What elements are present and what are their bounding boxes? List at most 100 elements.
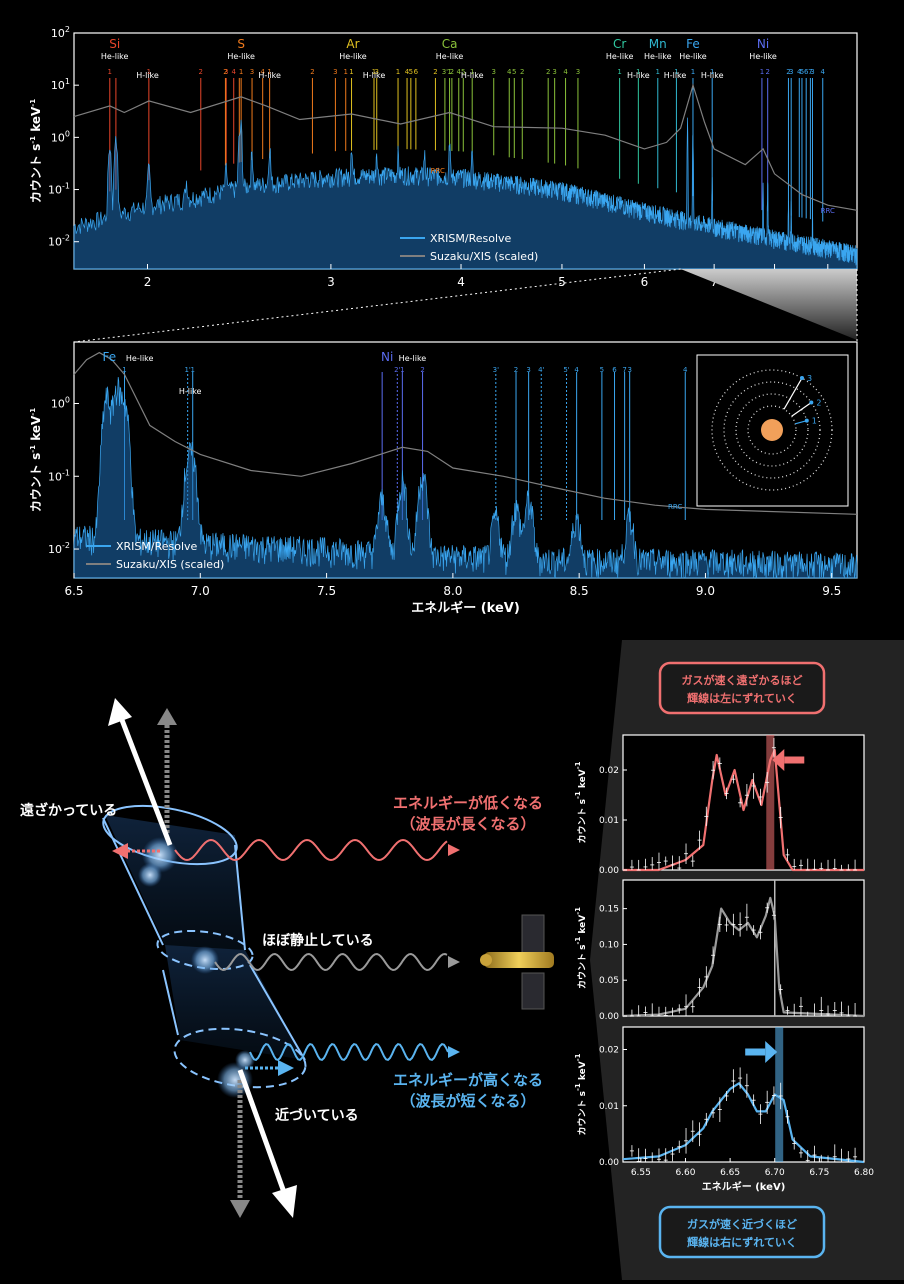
transition-arrow [795,420,807,425]
redshift-wave [174,838,448,862]
line-marker-label: 4 [405,68,410,76]
line-marker-label: 1 [470,68,474,76]
arrow-head [448,844,460,856]
legend-label-xrism: XRISM/Resolve [116,540,198,553]
model-curve [622,896,865,1018]
line-marker-label: 6 [804,68,809,76]
x-tick-label: 4 [457,275,465,289]
electron [804,418,809,423]
transition-label: 2 [816,398,821,407]
approaching-label: 近づいている [275,1107,359,1124]
x-tick-label: 6.70 [765,1168,785,1178]
line-centroid-band [766,735,775,870]
gas-cloud [191,946,219,974]
plot-frame [622,734,865,871]
y-tick-label: 100 [51,129,70,144]
electron-orbit [735,393,809,467]
line-marker-label: 6 [414,68,419,76]
legend-label-xis: Suzaku/XIS (scaled) [116,558,224,571]
plot-frame [622,879,865,1017]
cone-edge [249,964,306,1061]
y-tick-label: 0.02 [599,1046,619,1056]
hlike-label: H-like [136,71,159,80]
x-tick-label: 2 [144,275,152,289]
arrow-head [772,749,785,771]
line-marker-label: 1 [710,68,714,76]
element-symbol: Cr [613,37,626,51]
arrow-head [108,698,132,726]
receding-label: 遠ざかっている [20,802,117,819]
x-tick-label: 7.0 [191,584,210,598]
solar-panel [521,972,545,1010]
ion-label: He-like [436,52,464,61]
high-energy-sub: （波長が短くなる） [400,1092,535,1110]
line-marker-label: 5 [600,366,604,374]
y-tick-label: 0.02 [599,766,619,776]
model-curve [623,748,864,872]
ion-label: He-like [101,52,129,61]
line-marker-label: 1 [108,68,112,76]
model-curve [622,1082,865,1164]
electron [809,400,814,405]
y-axis-label: カウント s-1 keV-1 [574,761,588,843]
line-marker-label: 2 [520,68,524,76]
y-tick-label: 0.01 [599,1102,619,1112]
y-axis-label: カウント s-1 keV-1 [29,99,43,203]
line-marker-label: 1' [184,366,190,374]
rrc-label: RRC [668,503,682,511]
arrow-head [448,1046,460,1058]
approaching-spectrum-chart: 0.00 0.01 0.02 6.55 6.60 6.65 6.70 6.75 6.80 エネルギ… [574,1026,874,1193]
line-marker-label: 4 [797,68,802,76]
electron-orbit [723,381,821,479]
line-marker-label: 3 [526,366,530,374]
static-spectrum-chart: 0.00 0.05 0.10 0.15 カウント s-1 keV-1 [574,879,865,1022]
legend-label-xrism: XRISM/Resolve [430,232,512,245]
line-marker-label: 1 [396,68,400,76]
line-marker-label: 4 [260,68,265,76]
hlike-label: H-like [664,71,687,80]
rest-wave [214,952,448,972]
element-symbol: Ni [757,37,769,51]
line-marker-label: 3 [552,68,556,76]
x-axis-label: エネルギー (keV) [411,600,520,616]
plot-frame [622,1026,865,1163]
element-symbol: S [237,37,245,51]
line-marker-label: 1 [349,68,353,76]
xrism-spectrum-line [73,376,858,580]
x-tick-label: 9.5 [822,584,841,598]
x-tick-label: 8.5 [570,584,589,598]
line-marker-label: 1 [617,68,621,76]
y-tick-label: 10-1 [48,468,70,483]
xis-spectrum-line [73,83,858,211]
fe-helike-label: He-like [126,354,154,363]
blueshift-wave [249,1042,449,1062]
ion-label: He-like [749,52,777,61]
hlike-label: H-like [363,71,386,80]
arrow-head [272,1185,297,1218]
line-marker-label: 1 [400,366,404,374]
line-marker-label: 5 [800,68,804,76]
gas-cloud [217,1062,253,1098]
fe-label: Fe [103,350,117,364]
electron-orbit [747,405,797,455]
x-tick-label: 6 [641,275,649,289]
y-tick-label: 101 [51,77,70,92]
hlike-label: H-like [701,71,724,80]
y-tick-label: 0.10 [599,940,619,950]
y-tick-label: 102 [51,25,70,40]
y-tick-label: 10-2 [48,234,70,249]
x-tick-label: 6.60 [675,1168,695,1178]
x-tick-label: 8.0 [443,584,462,598]
ni-label: Ni [381,350,393,364]
x-tick-label: 6.75 [809,1168,829,1178]
line-marker-label: 1 [656,68,660,76]
line-marker-label: 7 [808,68,812,76]
line-marker-label: 2 [546,68,550,76]
line-marker-label: 4 [821,68,826,76]
line-marker-label: 1 [147,68,151,76]
callout-bottom-line2: 輝線は右にずれていく [687,1235,797,1249]
line-marker-label: 6 [612,366,617,374]
cone-upper [105,815,245,950]
